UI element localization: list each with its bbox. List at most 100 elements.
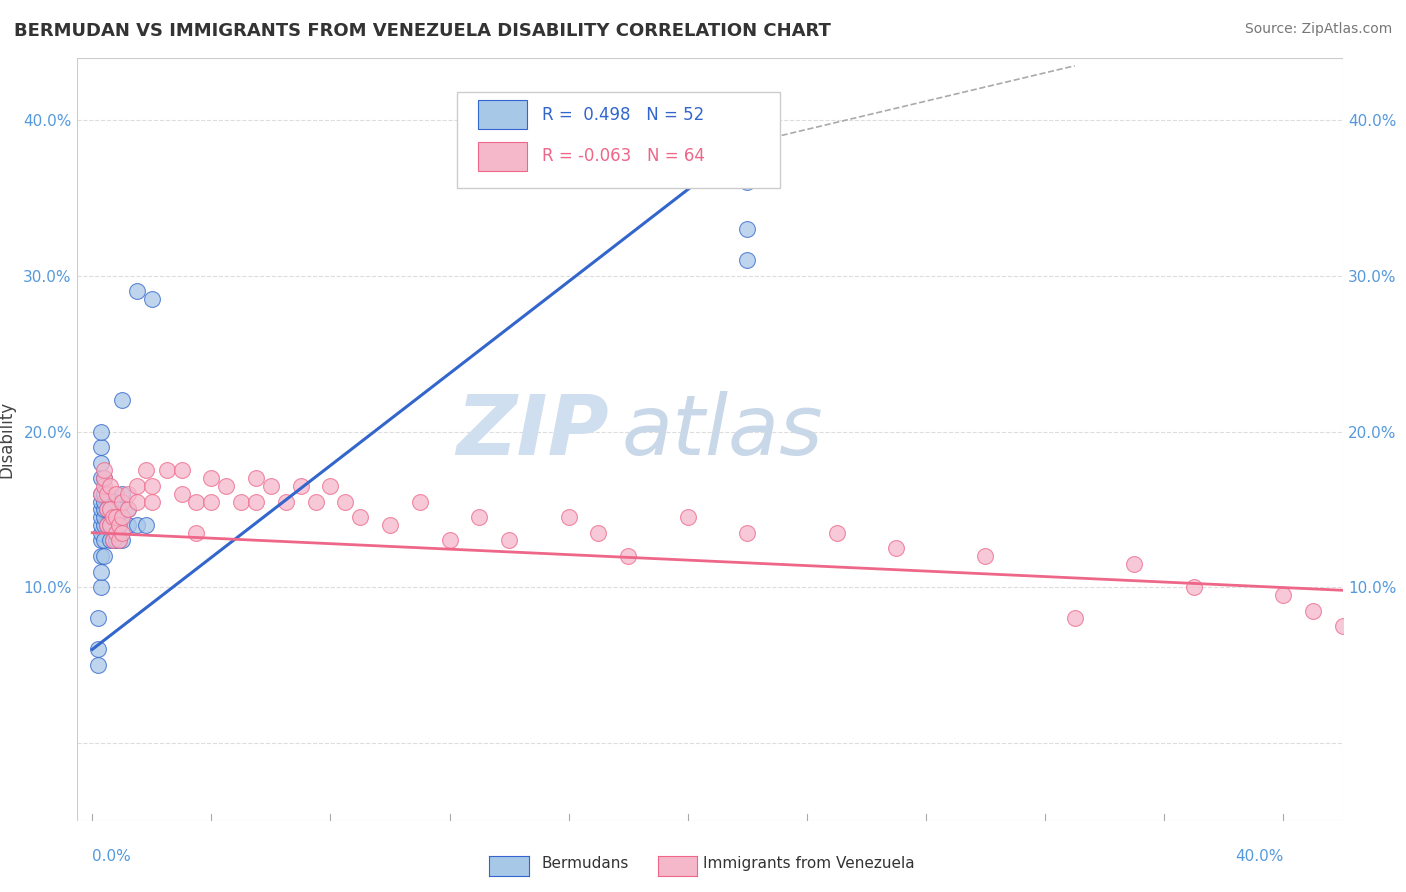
Point <box>93 479 115 493</box>
Point <box>349 510 371 524</box>
Point <box>96 487 118 501</box>
Point <box>101 510 124 524</box>
Point <box>90 471 112 485</box>
Point <box>90 456 112 470</box>
Point <box>170 463 193 477</box>
Text: ZIP: ZIP <box>456 392 609 472</box>
Point <box>409 494 432 508</box>
Point <box>135 517 157 532</box>
Text: Immigrants from Venezuela: Immigrants from Venezuela <box>703 856 915 871</box>
Text: 40.0%: 40.0% <box>1234 848 1284 863</box>
Point <box>105 487 128 501</box>
Point <box>90 580 112 594</box>
Point <box>96 517 118 532</box>
Point <box>93 502 115 516</box>
Point <box>90 549 112 563</box>
Point <box>93 487 115 501</box>
Point <box>96 517 118 532</box>
Point <box>93 471 115 485</box>
Point <box>90 440 112 454</box>
Bar <box>478 142 527 170</box>
Point <box>93 517 115 532</box>
Point <box>439 533 461 548</box>
Point <box>1123 557 1146 571</box>
Point <box>93 494 115 508</box>
Point <box>98 517 121 532</box>
Point <box>141 479 163 493</box>
Point <box>274 494 297 508</box>
Text: atlas: atlas <box>621 392 823 472</box>
Point <box>735 525 758 540</box>
Point <box>498 533 520 548</box>
Point <box>117 517 139 532</box>
Point <box>98 533 121 548</box>
Point <box>468 510 491 524</box>
Point <box>111 533 134 548</box>
Point <box>111 494 134 508</box>
Point <box>90 487 112 501</box>
Point <box>260 479 283 493</box>
Point <box>93 463 115 477</box>
Point <box>90 425 112 439</box>
Point <box>108 517 131 532</box>
Point <box>1063 611 1085 625</box>
Text: 0.0%: 0.0% <box>93 848 131 863</box>
Point <box>108 533 131 548</box>
Point <box>304 494 326 508</box>
Point <box>90 494 112 508</box>
Point <box>98 479 121 493</box>
Point <box>170 487 193 501</box>
Point <box>105 533 128 548</box>
Point <box>245 494 267 508</box>
Point <box>93 533 115 548</box>
Point <box>215 479 238 493</box>
Text: BERMUDAN VS IMMIGRANTS FROM VENEZUELA DISABILITY CORRELATION CHART: BERMUDAN VS IMMIGRANTS FROM VENEZUELA DI… <box>14 22 831 40</box>
Point <box>96 502 118 516</box>
Point <box>90 525 112 540</box>
Point <box>90 502 112 516</box>
Point <box>1331 619 1354 633</box>
Point <box>105 517 128 532</box>
Point <box>125 285 148 299</box>
Point <box>117 502 139 516</box>
Point <box>111 487 134 501</box>
Point <box>98 502 121 516</box>
Point <box>117 502 139 516</box>
Point <box>90 517 112 532</box>
Point <box>735 145 758 159</box>
Point <box>111 510 134 524</box>
Point <box>87 658 110 673</box>
Point <box>105 510 128 524</box>
Point <box>98 502 121 516</box>
Point <box>90 565 112 579</box>
Point <box>1272 588 1295 602</box>
Point <box>101 533 124 548</box>
Point <box>101 517 124 532</box>
Point <box>319 479 342 493</box>
Point <box>125 517 148 532</box>
Point <box>378 517 401 532</box>
Point <box>87 611 110 625</box>
Point <box>245 471 267 485</box>
Point <box>105 494 128 508</box>
Text: R =  0.498   N = 52: R = 0.498 N = 52 <box>541 106 704 124</box>
Text: R = -0.063   N = 64: R = -0.063 N = 64 <box>541 147 704 165</box>
Point <box>108 533 131 548</box>
Point <box>974 549 997 563</box>
Point <box>186 494 208 508</box>
Point <box>141 292 163 306</box>
Point <box>111 393 134 408</box>
FancyBboxPatch shape <box>457 92 780 187</box>
Point <box>141 494 163 508</box>
Point <box>93 549 115 563</box>
Point <box>135 463 157 477</box>
Point <box>735 222 758 236</box>
Point <box>108 517 131 532</box>
Point <box>93 471 115 485</box>
Point <box>125 479 148 493</box>
Point <box>200 471 222 485</box>
Point <box>884 541 907 556</box>
Point <box>111 510 134 524</box>
Point <box>588 525 610 540</box>
Y-axis label: Disability: Disability <box>0 401 15 478</box>
